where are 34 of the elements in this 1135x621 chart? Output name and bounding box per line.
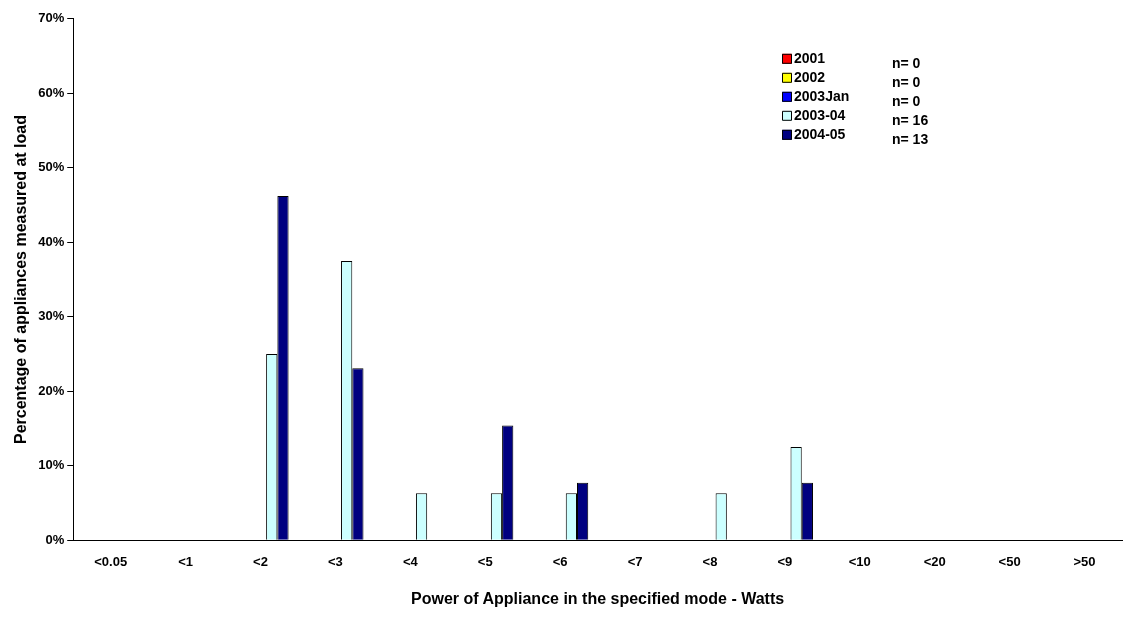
x-tick-label: <7 [627,553,643,569]
legend-label: 2002 [794,68,826,85]
y-tick-label: 30% [38,308,65,324]
annotation: n= 0 [892,54,921,71]
y-tick-label: 50% [38,159,65,175]
x-tick-label: <10 [848,553,871,569]
x-tick-label: <20 [923,553,946,569]
annotation: n= 0 [892,92,921,109]
x-axis-title: Power of Appliance in the specified mode - Watts [411,589,785,607]
y-tick-label: 60% [38,84,65,100]
legend-label: 2001 [794,49,826,66]
legend-label: 2004-05 [794,125,846,142]
annotation: n= 0 [892,73,921,90]
x-tick-label: <2 [253,553,268,569]
x-tick-label: <1 [178,553,193,569]
y-tick-label: 70% [38,10,65,26]
x-tick-label: <3 [328,553,343,569]
x-tick-label: <5 [477,553,493,569]
x-tick-label: <6 [552,553,568,569]
annotation: n= 13 [892,130,929,147]
x-tick-label: <50 [998,553,1021,569]
y-tick-label: 10% [38,457,65,473]
y-tick-label: 20% [38,382,65,398]
legend-label: 2003Jan [794,87,850,104]
y-tick-label: 0% [45,531,65,547]
x-tick-label: <9 [777,553,793,569]
x-tick-label: <8 [702,553,718,569]
y-axis-title: Percentage of appliances measured at load [12,114,30,445]
x-tick-label: <4 [402,553,419,569]
x-tick-label: >50 [1073,553,1096,569]
y-tick-label: 40% [38,233,65,249]
annotation: n= 16 [892,111,929,128]
x-tick-label: <0.05 [94,553,128,569]
legend-label: 2003-04 [794,106,846,123]
